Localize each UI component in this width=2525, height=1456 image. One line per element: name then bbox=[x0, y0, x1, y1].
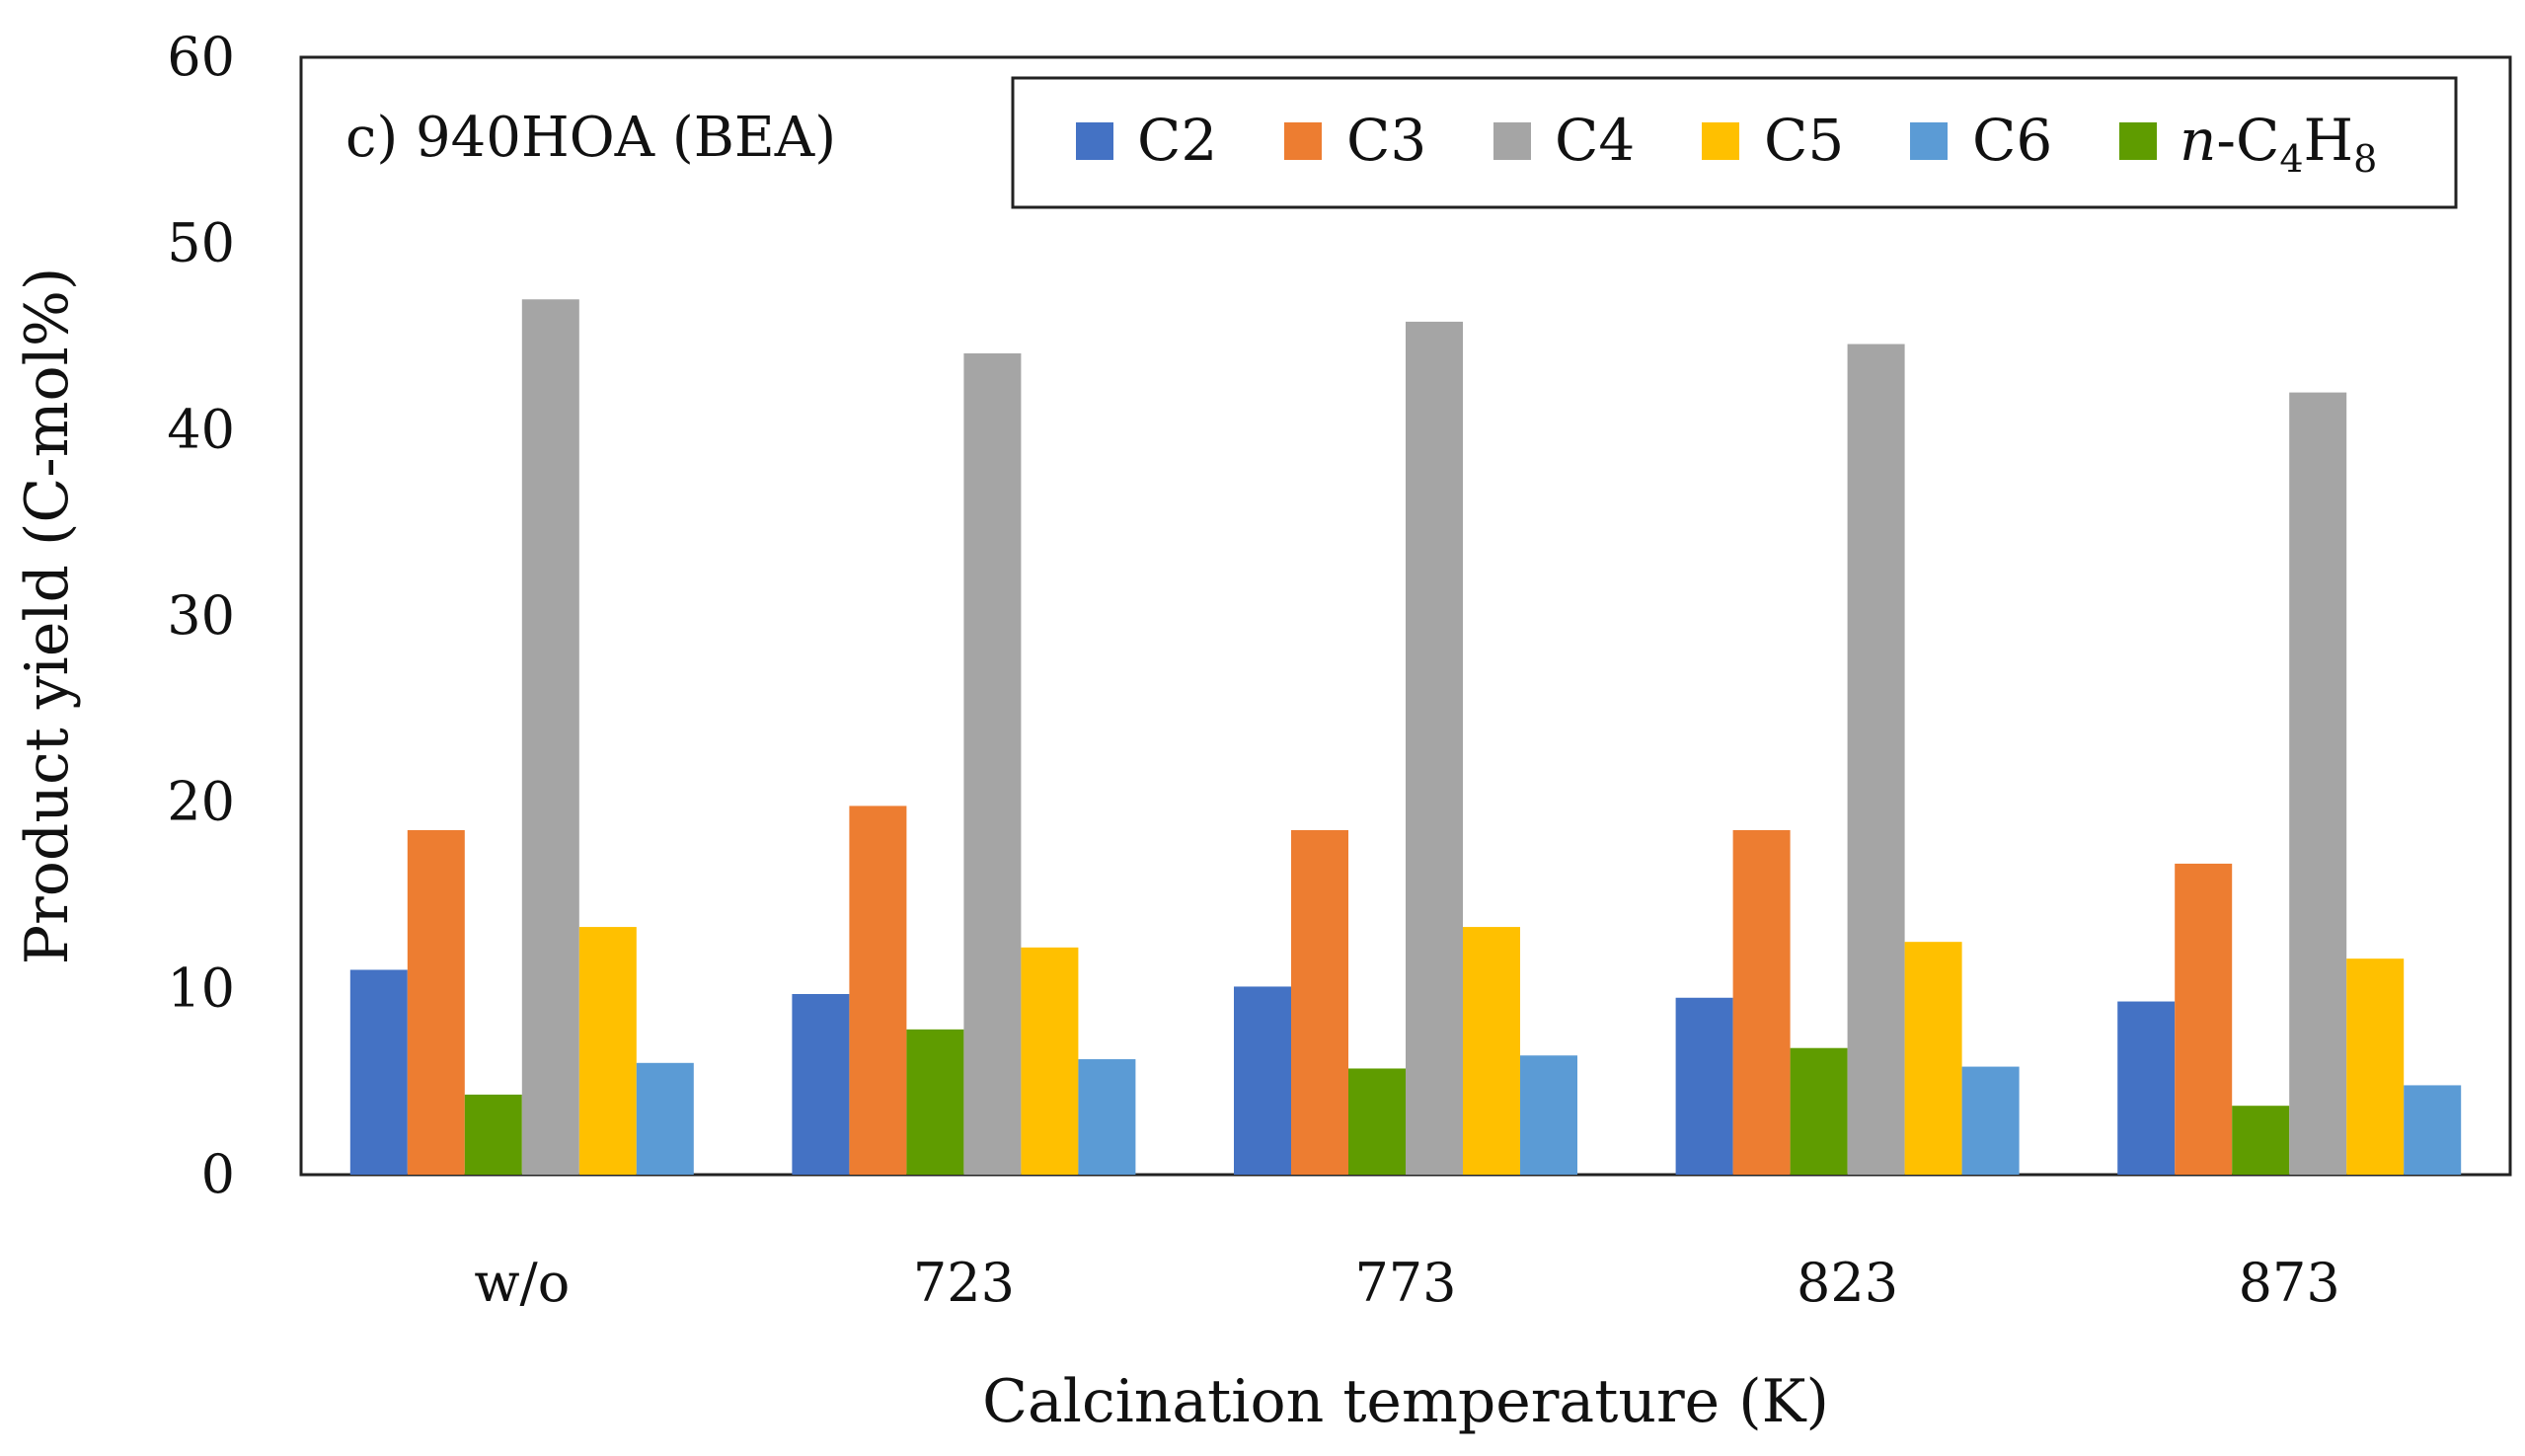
x-axis-title: Calcination temperature (K) bbox=[982, 1367, 1829, 1436]
bar-c6-723 bbox=[1078, 1059, 1136, 1175]
legend-swatch-c2 bbox=[1076, 122, 1113, 160]
bars-group bbox=[349, 299, 2462, 1176]
y-tick-label: 0 bbox=[201, 1143, 235, 1205]
bar-c6-wo bbox=[636, 1062, 694, 1175]
bar-n-c4h8-823 bbox=[1790, 1047, 1848, 1175]
bar-c3-773 bbox=[1291, 829, 1348, 1175]
legend-swatch-n-c4h8 bbox=[2119, 122, 2157, 160]
panel-label: c) 940HOA (BEA) bbox=[345, 106, 836, 170]
bar-n-c4h8-723 bbox=[906, 1029, 964, 1175]
y-axis-title: Product yield (C-mol%) bbox=[13, 268, 82, 965]
y-tick-label: 10 bbox=[167, 957, 235, 1019]
legend-label-c3: C3 bbox=[1346, 107, 1426, 174]
y-tick-label: 30 bbox=[167, 584, 235, 647]
legend-label-c6: C6 bbox=[1972, 107, 2052, 174]
y-tick-label: 40 bbox=[167, 398, 235, 460]
bar-c5-723 bbox=[1021, 947, 1079, 1175]
legend-swatch-c6 bbox=[1910, 122, 1948, 160]
legend-swatch-c3 bbox=[1284, 122, 1322, 160]
bar-c4-823 bbox=[1847, 344, 1905, 1176]
bar-c2-823 bbox=[1675, 997, 1733, 1175]
y-tick-label: 60 bbox=[167, 26, 235, 88]
bar-c6-773 bbox=[1520, 1055, 1577, 1175]
bar-c3-723 bbox=[849, 805, 907, 1175]
x-tick-label: w/o bbox=[474, 1252, 570, 1314]
legend-box bbox=[1011, 76, 2458, 209]
bar-c6-873 bbox=[2404, 1085, 2462, 1175]
x-tick-label: 823 bbox=[1797, 1252, 1898, 1314]
y-tick-label: 20 bbox=[167, 771, 235, 833]
legend-swatch-c5 bbox=[1702, 122, 1739, 160]
x-tick-label: 773 bbox=[1354, 1252, 1456, 1314]
bar-c6-823 bbox=[1961, 1066, 2020, 1175]
bar-c2-773 bbox=[1234, 986, 1291, 1175]
x-tick-label: 723 bbox=[913, 1252, 1015, 1314]
bar-c4-873 bbox=[2289, 392, 2347, 1176]
bar-c3-wo bbox=[407, 829, 465, 1175]
legend-label-c5: C5 bbox=[1764, 107, 1844, 174]
x-tick-labels: w/o 723 773 823 873 bbox=[474, 1252, 2339, 1314]
legend-swatch-c4 bbox=[1493, 122, 1531, 160]
bar-c2-723 bbox=[792, 993, 850, 1175]
bar-c4-723 bbox=[963, 352, 1022, 1176]
bar-n-c4h8-wo bbox=[464, 1094, 522, 1175]
legend-label-c2: C2 bbox=[1137, 107, 1217, 174]
bar-n-c4h8-773 bbox=[1348, 1068, 1406, 1175]
y-tick-labels: 0 10 20 30 40 50 60 bbox=[167, 26, 235, 1205]
legend: C2 C3 C4 C5 C6 n-C4H8 bbox=[1011, 76, 2458, 209]
bar-c4-wo bbox=[521, 299, 579, 1175]
bar-c3-873 bbox=[2175, 863, 2233, 1175]
bar-n-c4h8-873 bbox=[2232, 1106, 2290, 1175]
legend-label-n-c4h8: n-C4H8 bbox=[2180, 107, 2377, 181]
bar-c5-873 bbox=[2346, 958, 2405, 1175]
bar-c5-wo bbox=[578, 927, 637, 1175]
legend-label-c4: C4 bbox=[1555, 107, 1635, 174]
bar-c5-823 bbox=[1904, 942, 1962, 1175]
y-tick-label: 50 bbox=[167, 212, 235, 274]
bar-c5-773 bbox=[1463, 927, 1520, 1175]
bar-c2-873 bbox=[2117, 1001, 2176, 1175]
x-tick-label: 873 bbox=[2239, 1252, 2340, 1314]
bar-c3-823 bbox=[1732, 829, 1791, 1175]
bar-c2-wo bbox=[349, 969, 408, 1175]
bar-c4-773 bbox=[1406, 321, 1463, 1175]
